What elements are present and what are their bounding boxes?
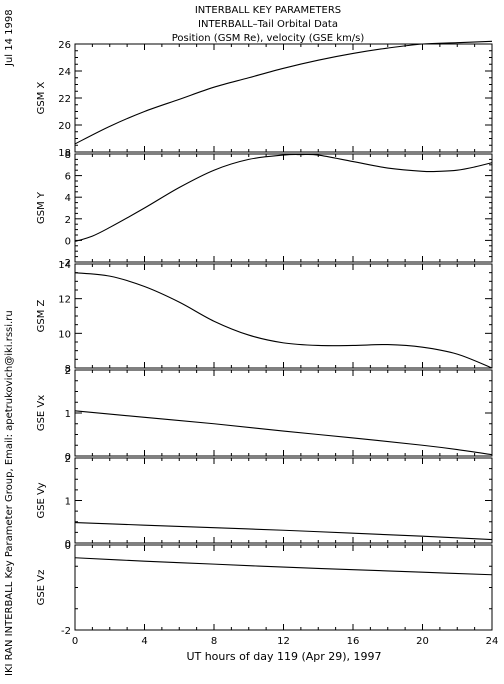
y-tick-label: 4 <box>65 193 71 204</box>
series-line <box>74 153 493 243</box>
y-tick-label: 2 <box>65 454 71 465</box>
y-tick-label: 14 <box>58 260 71 271</box>
x-tick-label: 8 <box>211 636 217 647</box>
y-tick-label: 20 <box>58 121 71 132</box>
y-axis-label: GSE Vx <box>36 395 47 431</box>
plot-date: Jul 14 1998 <box>4 9 15 67</box>
y-tick-label: -2 <box>61 258 71 269</box>
panel-gsm-z: 8 10 12 14 GSM Z <box>36 260 493 375</box>
panel-frame <box>74 263 493 369</box>
panel-gse-vy: 0 1 2 GSE Vy <box>36 454 493 550</box>
y-tick-label: -2 <box>61 626 71 637</box>
y-tick-label: 22 <box>58 94 71 105</box>
series-line <box>74 410 493 456</box>
y-tick-label: 2 <box>65 366 71 377</box>
x-tick-label: 24 <box>486 636 499 647</box>
series-line <box>74 272 493 369</box>
panel-frame <box>74 43 493 153</box>
y-tick-label: 8 <box>65 364 71 375</box>
y-tick-label: 0 <box>65 541 71 552</box>
y-axis-label: GSE Vy <box>36 482 47 518</box>
panel-frame <box>74 369 493 457</box>
y-tick-label: 6 <box>65 172 71 183</box>
x-axis-label: UT hours of day 119 (Apr 29), 1997 <box>186 650 381 663</box>
chart-title-line-1: INTERBALL KEY PARAMETERS <box>195 5 341 16</box>
y-tick-label: 2 <box>65 215 71 226</box>
y-tick-label: 1 <box>65 497 71 508</box>
credit-line: IKI RAN INTERBALL Key Parameter Group, E… <box>4 310 15 676</box>
y-tick-label: 8 <box>65 150 71 161</box>
y-tick-label: 10 <box>58 329 71 340</box>
y-tick-label: 0 <box>65 452 71 463</box>
y-axis-label: GSM Z <box>36 299 47 332</box>
x-tick-label: 0 <box>72 636 78 647</box>
series-line <box>74 40 493 145</box>
y-axis-label: GSE Vz <box>36 570 47 606</box>
x-tick-label: 4 <box>141 636 147 647</box>
y-axis-label: GSM X <box>36 81 47 114</box>
panel-gse-vx: 0 1 2 GSE Vx <box>36 366 493 463</box>
panel-frame <box>74 153 493 263</box>
series-line <box>74 557 493 576</box>
y-axis-label: GSM Y <box>36 191 47 224</box>
x-tick-label: 16 <box>347 636 360 647</box>
panel-gsm-x: 18 20 22 24 26 GSM X <box>36 40 493 159</box>
y-tick-label: 12 <box>58 295 71 306</box>
x-tick-label: 20 <box>416 636 429 647</box>
x-tick-label: 12 <box>277 636 290 647</box>
y-tick-label: 18 <box>58 148 71 159</box>
y-tick-label: 1 <box>65 409 71 420</box>
panel-gsm-y: -2 0 2 4 6 8 GSM Y <box>36 150 493 269</box>
y-tick-label: 26 <box>58 40 71 51</box>
y-tick-label: 0 <box>65 539 71 550</box>
y-tick-label: 24 <box>58 67 71 78</box>
chart-title-line-3: Position (GSM Re), velocity (GSE km/s) <box>172 33 365 44</box>
panel-frame <box>74 544 493 631</box>
series-line <box>74 522 493 541</box>
chart-title-line-2: INTERBALL–Tail Orbital Data <box>198 19 338 30</box>
y-tick-label: 0 <box>65 236 71 247</box>
